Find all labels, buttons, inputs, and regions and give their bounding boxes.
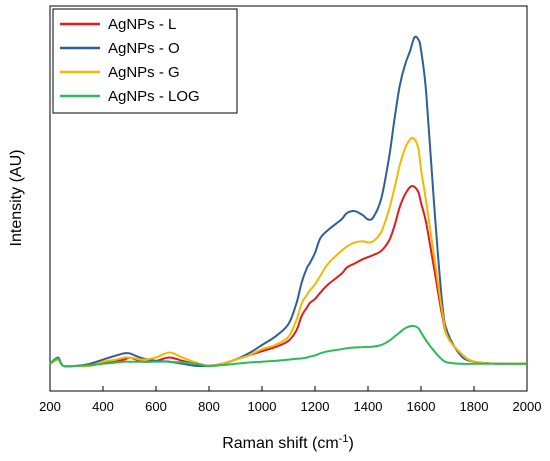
plot-frame <box>49 5 528 392</box>
x-tick-label: 200 <box>39 399 61 414</box>
legend-label: AgNPs - L <box>108 16 176 33</box>
x-axis-title: Raman shift (cm-1) <box>222 433 354 452</box>
x-tick-layer: 200 400 600 800 1000 1200 1400 1600 1800 2000 <box>39 386 541 414</box>
x-tick-label: 2000 <box>513 399 542 414</box>
series-line-agnps-o <box>49 35 528 368</box>
x-tick-label: 1800 <box>460 399 489 414</box>
series-line-agnps-g <box>49 136 528 368</box>
legend-label: AgNPs - G <box>108 64 180 81</box>
x-tick-label: 800 <box>198 399 220 414</box>
x-tick-label: 1000 <box>248 399 277 414</box>
y-axis-title: Intensity (AU) <box>8 150 25 247</box>
legend-label: AgNPs - LOG <box>108 88 200 105</box>
x-tick-label: 1600 <box>407 399 436 414</box>
series-layer <box>49 35 528 368</box>
series-line-agnps-l <box>49 184 528 368</box>
legend: AgNPs - L AgNPs - O AgNPs - G AgNPs - LOG <box>52 8 238 114</box>
x-tick-label: 1400 <box>354 399 383 414</box>
legend-label: AgNPs - O <box>108 40 180 57</box>
x-tick-label: 400 <box>92 399 114 414</box>
x-tick-label: 600 <box>145 399 167 414</box>
x-tick-label: 1200 <box>301 399 330 414</box>
series-line-agnps-log <box>49 324 527 368</box>
